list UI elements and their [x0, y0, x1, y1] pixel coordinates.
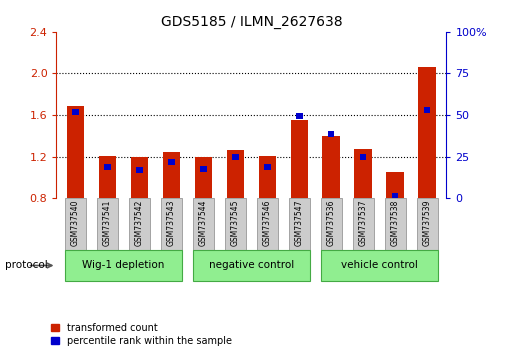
Bar: [323, 136, 340, 198]
Bar: [99, 156, 116, 198]
Text: GSM737545: GSM737545: [231, 200, 240, 246]
Bar: [194, 156, 212, 198]
Bar: [257, 198, 278, 250]
Text: GSM737537: GSM737537: [359, 200, 368, 246]
Bar: [161, 198, 182, 250]
Bar: [72, 109, 79, 115]
Bar: [168, 159, 174, 165]
Text: GSM737538: GSM737538: [391, 200, 400, 246]
Bar: [129, 198, 150, 250]
Bar: [225, 198, 246, 250]
Bar: [193, 250, 310, 281]
Bar: [67, 106, 85, 198]
Text: negative control: negative control: [209, 261, 294, 270]
Text: GSM737544: GSM737544: [199, 200, 208, 246]
Text: vehicle control: vehicle control: [341, 261, 418, 270]
Bar: [321, 250, 438, 281]
Bar: [386, 172, 404, 198]
Bar: [417, 198, 438, 250]
Bar: [227, 150, 244, 198]
Bar: [136, 167, 143, 173]
Text: GSM737541: GSM737541: [103, 200, 112, 246]
Text: GSM737543: GSM737543: [167, 200, 176, 246]
Bar: [259, 156, 276, 198]
Text: GSM737542: GSM737542: [135, 200, 144, 246]
Bar: [353, 198, 373, 250]
Bar: [97, 198, 118, 250]
Bar: [65, 198, 86, 250]
Text: Wig-1 depletion: Wig-1 depletion: [83, 261, 165, 270]
Bar: [354, 149, 372, 198]
Bar: [163, 153, 180, 198]
Bar: [296, 113, 303, 119]
Bar: [392, 193, 399, 199]
Text: GSM737536: GSM737536: [327, 200, 336, 246]
Title: GDS5185 / ILMN_2627638: GDS5185 / ILMN_2627638: [161, 16, 342, 29]
Text: GSM737540: GSM737540: [71, 200, 80, 246]
Text: GSM737547: GSM737547: [295, 200, 304, 246]
Bar: [385, 198, 406, 250]
Bar: [131, 156, 148, 198]
Bar: [328, 131, 334, 137]
Bar: [289, 198, 310, 250]
Bar: [424, 107, 430, 113]
Bar: [65, 250, 182, 281]
Bar: [104, 164, 111, 170]
Bar: [360, 154, 366, 160]
Text: GSM737539: GSM737539: [423, 200, 431, 246]
Text: GSM737546: GSM737546: [263, 200, 272, 246]
Bar: [193, 198, 214, 250]
Bar: [418, 67, 436, 198]
Bar: [200, 166, 207, 172]
Bar: [264, 164, 270, 170]
Bar: [290, 120, 308, 198]
Bar: [232, 154, 239, 160]
Legend: transformed count, percentile rank within the sample: transformed count, percentile rank withi…: [51, 323, 231, 346]
Bar: [321, 198, 342, 250]
Text: protocol: protocol: [5, 261, 48, 270]
